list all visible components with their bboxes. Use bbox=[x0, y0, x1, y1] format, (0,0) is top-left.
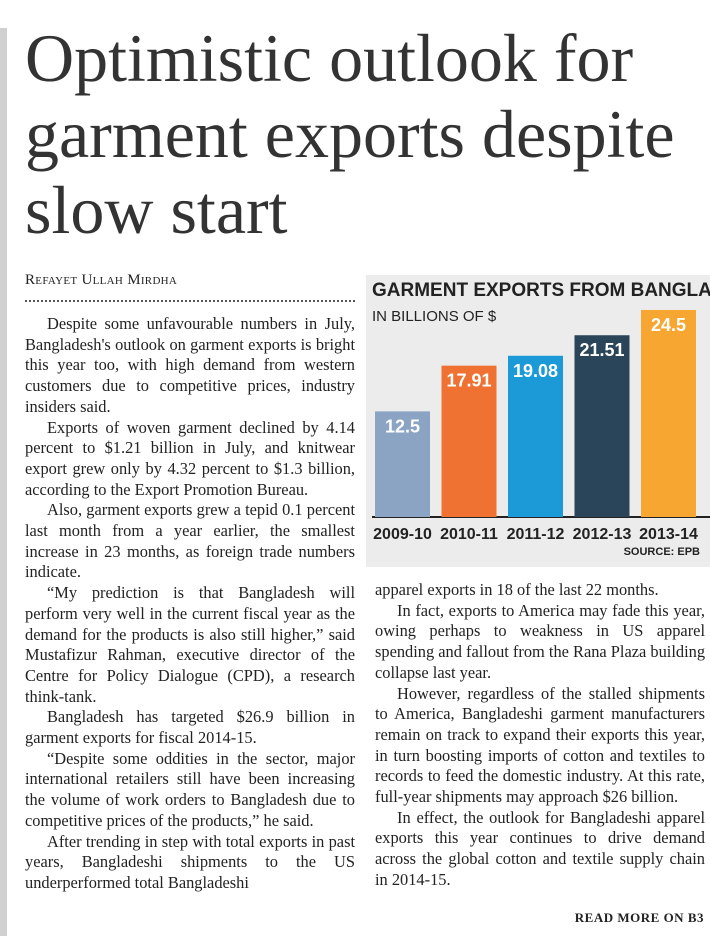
paragraph: After trending in step with total export… bbox=[25, 831, 355, 892]
paragraph: apparel exports in 18 of the last 22 mon… bbox=[375, 580, 659, 599]
column: apparel exports in 18 of the last 22 mon… bbox=[375, 580, 705, 891]
paragraph: Bangladesh has targeted $26.9 billion in… bbox=[25, 707, 355, 748]
chart: GARMENT EXPORTS FROM BANGLADESH IN BILLI… bbox=[366, 275, 710, 567]
value-label: 12.5 bbox=[385, 416, 420, 436]
paragraph: Despite some unfavourable numbers in Jul… bbox=[25, 314, 355, 416]
paragraph: In effect, the outlook for Bangladeshi a… bbox=[375, 807, 705, 889]
byline: Refayet Ullah Mirdha bbox=[25, 272, 178, 288]
value-label: 17.91 bbox=[446, 371, 491, 391]
side-rule bbox=[0, 28, 7, 936]
paragraph: In fact, exports to America may fade thi… bbox=[375, 600, 706, 682]
value-label: 21.51 bbox=[579, 340, 624, 360]
paragraph: Also, garment exports grew a tepid 0.1 p… bbox=[25, 500, 355, 582]
chart-subtitle: IN BILLIONS OF $ bbox=[372, 308, 497, 325]
value-label: 19.08 bbox=[513, 361, 558, 381]
value-label: 24.5 bbox=[651, 315, 686, 335]
x-tick-label: 2010-11 bbox=[440, 526, 498, 543]
paragraph: However, regardless of the stalled shipm… bbox=[375, 683, 705, 807]
chart-title: GARMENT EXPORTS FROM BANGLADESH bbox=[372, 280, 710, 301]
headline: Optimistic outlook for garment exports d… bbox=[25, 20, 675, 248]
bar bbox=[441, 365, 497, 517]
chart-source: SOURCE: EPB bbox=[624, 546, 700, 558]
column: Despite some unfavourable numbers in Jul… bbox=[25, 314, 355, 894]
read-more: READ MORE ON B3 bbox=[574, 910, 704, 925]
bar bbox=[574, 335, 630, 517]
bar bbox=[375, 411, 430, 517]
x-tick-label: 2012-13 bbox=[573, 526, 632, 543]
paragraph: “My prediction is that Bangladesh will p… bbox=[25, 583, 355, 706]
paragraph: Exports of woven garment declined by 4.1… bbox=[25, 417, 355, 499]
paragraph: “Despite some oddities in the sector, ma… bbox=[25, 748, 355, 830]
separator bbox=[25, 300, 355, 302]
x-tick-label: 2011-12 bbox=[507, 526, 565, 543]
x-tick-label: 2009-10 bbox=[373, 526, 432, 543]
bar bbox=[508, 355, 563, 517]
x-tick-label: 2013-14 bbox=[639, 526, 698, 543]
bar bbox=[641, 309, 696, 517]
